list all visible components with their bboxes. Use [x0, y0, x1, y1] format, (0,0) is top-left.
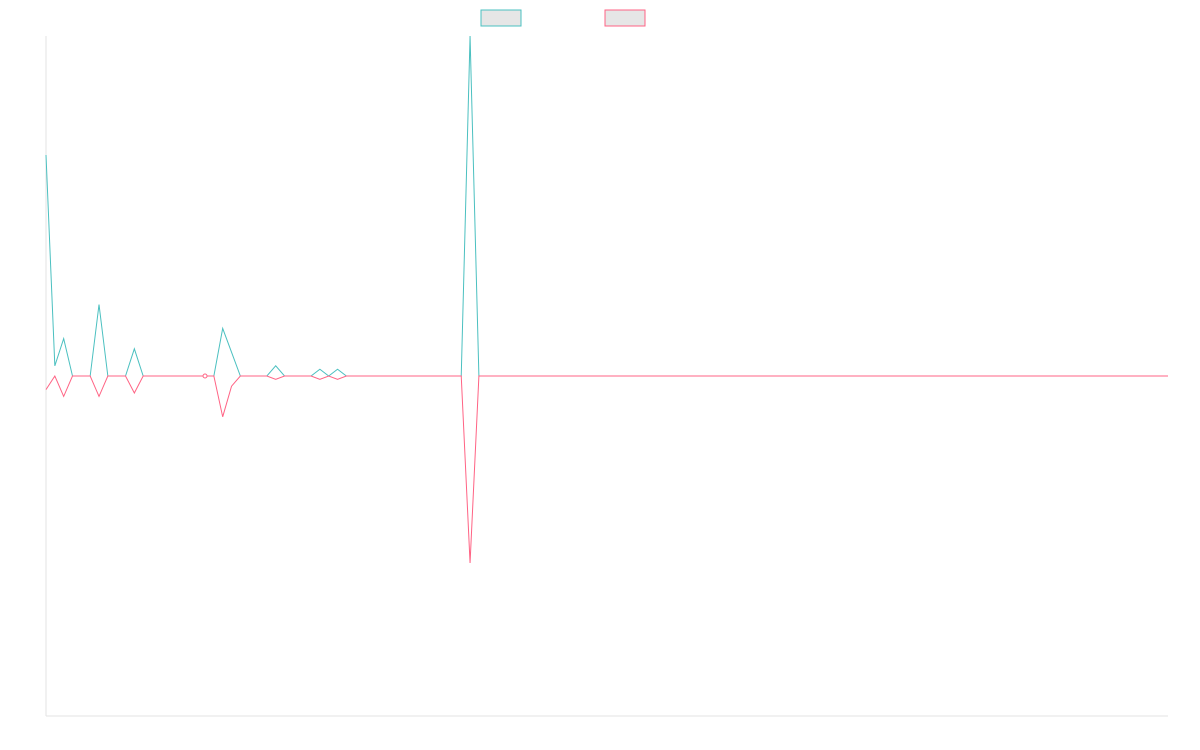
legend-swatch-series-2[interactable] [604, 9, 646, 27]
legend-swatch-series-1[interactable] [480, 9, 522, 27]
series-1-line[interactable] [45, 35, 1168, 377]
axes [45, 36, 1168, 717]
series-2-point[interactable] [202, 373, 208, 379]
series-2-line[interactable] [45, 374, 1168, 564]
legend [480, 9, 646, 27]
plot-area [45, 35, 1168, 564]
